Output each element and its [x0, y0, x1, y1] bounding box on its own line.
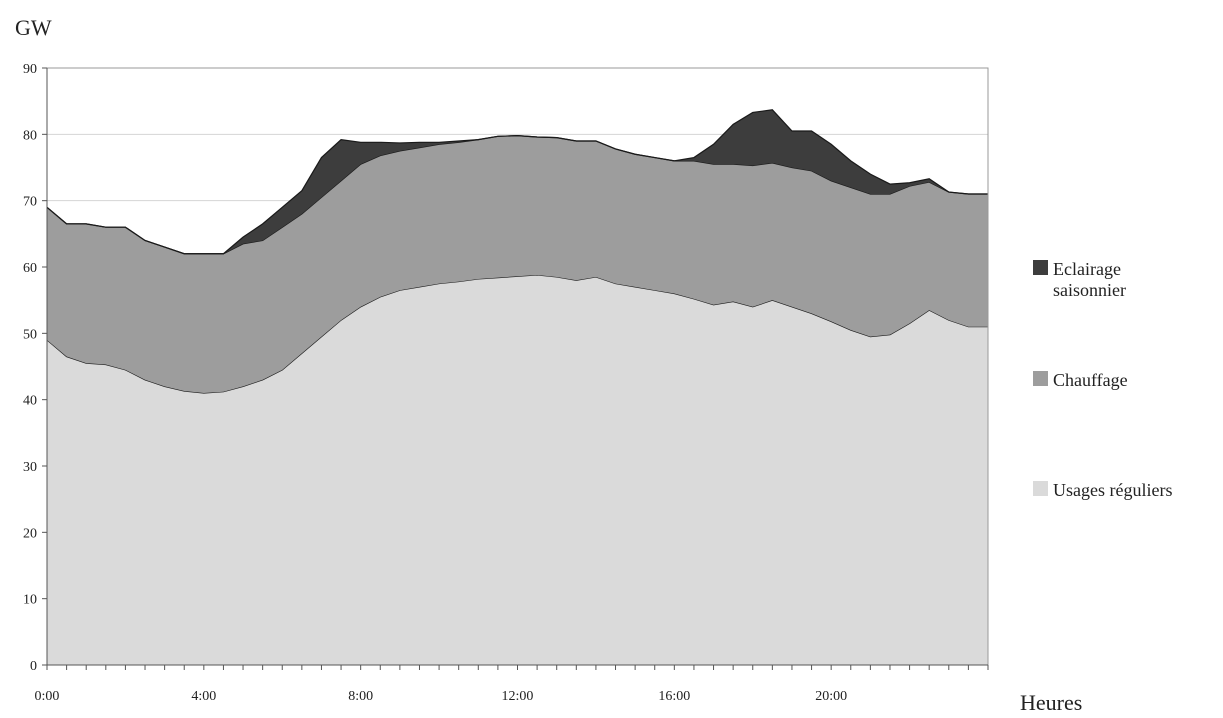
x-tick-label: 20:00 [815, 689, 847, 704]
x-axis-title: Heures [1020, 690, 1082, 713]
y-tick-label: 20 [23, 526, 37, 541]
x-tick-label: 0:00 [35, 689, 60, 704]
legend-swatch-chauffage [1033, 371, 1048, 386]
legend-swatch-eclairage-saisonnier [1033, 260, 1048, 275]
y-tick-label: 40 [23, 394, 37, 409]
y-tick-label: 0 [30, 659, 37, 674]
x-tick-label: 4:00 [191, 689, 216, 704]
line-eclairage-saisonnier [46, 109, 988, 255]
x-tick-label: 12:00 [502, 689, 534, 704]
y-axis-title: GW [15, 15, 52, 40]
y-tick-label: 90 [23, 62, 37, 77]
x-tick-label: 8:00 [348, 689, 373, 704]
y-tick-label: 60 [23, 261, 37, 276]
area-usages-r-guliers [47, 274, 988, 665]
legend-swatch-usages-r-guliers [1033, 481, 1048, 496]
y-tick-label: 10 [23, 593, 37, 608]
area-chauffage [47, 135, 988, 394]
y-tick-label: 70 [23, 195, 37, 210]
legend-label-eclairage-saisonnier: Eclairage [1053, 259, 1121, 279]
area-eclairage-saisonnier [47, 109, 988, 254]
stacked-areas [46, 109, 988, 665]
y-tick-label: 50 [23, 327, 37, 342]
legend-label-chauffage: Chauffage [1053, 370, 1128, 390]
axes: 0 10 20 30 40 50 60 70 80 90 0:00 4:00 8:00 12:00 16:0… [15, 15, 1082, 715]
y-tick-label: 80 [23, 128, 37, 143]
x-tick-label: 16:00 [658, 689, 690, 704]
legend-label-eclairage-saisonnier: saisonnier [1053, 280, 1126, 300]
y-tick-label: 30 [23, 460, 37, 475]
legend-label-usages-r-guliers: Usages réguliers [1053, 480, 1172, 500]
